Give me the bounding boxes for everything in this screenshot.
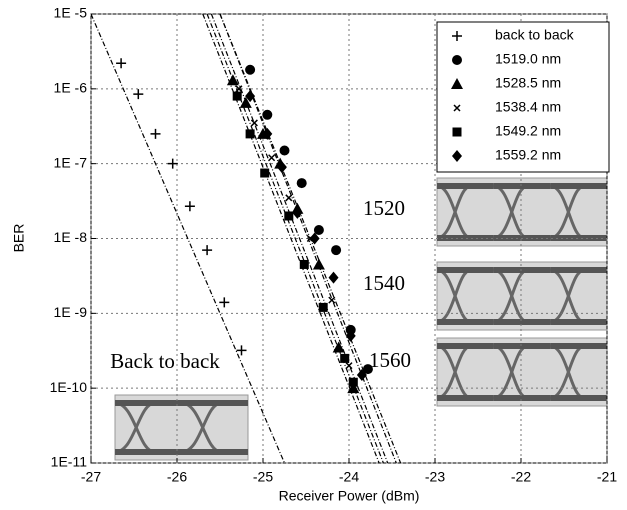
x-tick-label: -21: [597, 469, 617, 485]
marker: [133, 89, 143, 99]
annotation: 1540: [363, 271, 405, 295]
annotation: 1520: [363, 196, 405, 220]
y-tick-label: 1E -9: [54, 304, 88, 320]
marker: [300, 260, 309, 269]
marker: [349, 378, 358, 387]
marker: [452, 55, 462, 65]
marker: [313, 258, 325, 269]
x-axis-label: Receiver Power (dBm): [279, 488, 420, 504]
marker: [329, 272, 339, 284]
chart: BER Receiver Power (dBm) 1520 1540 1560 …: [0, 0, 627, 510]
y-axis-label: BER: [11, 224, 27, 253]
marker: [286, 195, 292, 201]
legend-label: 1549.2 nm: [495, 123, 561, 139]
y-tick-label: 1E -6: [54, 80, 88, 96]
marker: [284, 211, 293, 220]
marker: [251, 120, 257, 126]
marker: [219, 297, 229, 307]
marker: [269, 155, 275, 161]
legend-label: back to back: [495, 27, 575, 43]
x-tick-label: -27: [81, 469, 101, 485]
marker: [319, 303, 328, 312]
legend-label: 1519.0 nm: [495, 51, 561, 67]
marker: [331, 245, 341, 255]
marker: [151, 129, 161, 139]
marker: [202, 245, 212, 255]
marker: [346, 363, 352, 369]
annotation: 1560: [369, 348, 411, 372]
marker: [260, 169, 269, 178]
legend-label: 1528.5 nm: [495, 75, 561, 91]
y-tick-label: 1E -8: [54, 229, 88, 245]
marker: [185, 201, 195, 211]
marker: [262, 110, 272, 120]
y-tick-label: 1E-11: [51, 454, 88, 470]
y-tick-label: 1E-10: [50, 379, 88, 395]
marker: [246, 129, 255, 138]
marker: [292, 207, 302, 219]
marker: [453, 128, 462, 137]
marker: [245, 65, 255, 75]
annotation: Back to back: [110, 349, 220, 373]
y-tick-label: 1E -5: [54, 5, 88, 21]
marker: [340, 354, 349, 363]
x-tick-label: -22: [511, 469, 531, 485]
marker: [280, 145, 290, 155]
x-tick-label: -24: [339, 469, 359, 485]
marker: [297, 178, 307, 188]
marker: [168, 159, 178, 169]
marker: [116, 58, 126, 68]
x-tick-label: -25: [253, 469, 273, 485]
legend-label: 1538.4 nm: [495, 99, 561, 115]
x-tick-label: -23: [425, 469, 445, 485]
y-tick-label: 1E -7: [54, 154, 88, 170]
legend-label: 1559.2 nm: [495, 147, 561, 163]
x-tick-label: -26: [167, 469, 187, 485]
marker: [233, 92, 242, 101]
